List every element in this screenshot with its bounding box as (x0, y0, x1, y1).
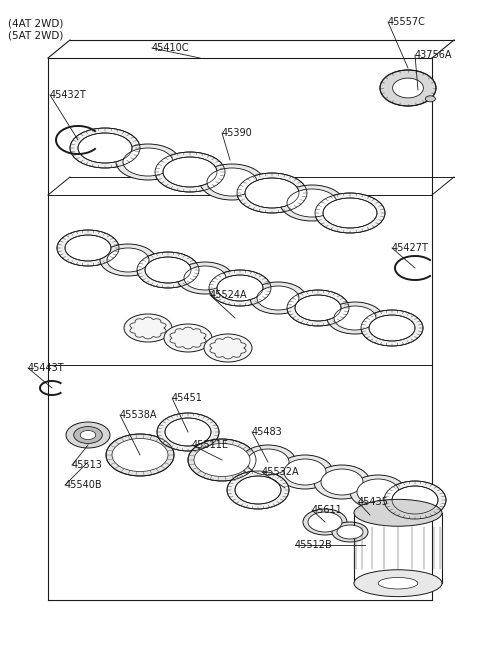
Text: 45451: 45451 (172, 393, 203, 403)
Ellipse shape (165, 418, 211, 446)
Ellipse shape (332, 522, 368, 542)
Ellipse shape (350, 475, 406, 509)
Ellipse shape (145, 257, 191, 283)
Ellipse shape (250, 282, 306, 314)
Text: 45512B: 45512B (295, 540, 333, 550)
Ellipse shape (164, 324, 212, 352)
Ellipse shape (204, 334, 252, 362)
Ellipse shape (123, 148, 173, 176)
Text: 45611: 45611 (312, 505, 343, 515)
Ellipse shape (157, 413, 219, 451)
Text: 45513: 45513 (72, 460, 103, 470)
Ellipse shape (354, 570, 442, 597)
Ellipse shape (57, 230, 119, 266)
Text: 45390: 45390 (222, 128, 253, 138)
Text: 43756A: 43756A (415, 50, 453, 60)
Ellipse shape (116, 144, 180, 180)
Ellipse shape (184, 266, 226, 290)
Text: (5AT 2WD): (5AT 2WD) (8, 30, 63, 40)
Text: 45483: 45483 (252, 427, 283, 437)
Ellipse shape (327, 302, 383, 334)
Ellipse shape (194, 443, 250, 476)
Ellipse shape (284, 459, 326, 485)
Ellipse shape (70, 128, 140, 168)
Text: 45557C: 45557C (388, 17, 426, 27)
Ellipse shape (245, 178, 299, 208)
Ellipse shape (100, 244, 156, 276)
Ellipse shape (393, 78, 423, 98)
Ellipse shape (137, 252, 199, 288)
Text: 45427T: 45427T (392, 243, 429, 253)
Text: 45435: 45435 (358, 497, 389, 507)
Ellipse shape (235, 476, 281, 504)
Ellipse shape (361, 310, 423, 346)
Ellipse shape (240, 445, 296, 479)
Ellipse shape (112, 438, 168, 472)
Ellipse shape (78, 133, 132, 163)
Ellipse shape (354, 499, 442, 526)
Ellipse shape (247, 449, 289, 475)
Text: (4AT 2WD): (4AT 2WD) (8, 18, 63, 28)
Text: 45540B: 45540B (65, 480, 103, 490)
Ellipse shape (425, 96, 435, 102)
Ellipse shape (369, 315, 415, 341)
Ellipse shape (207, 168, 257, 196)
Ellipse shape (257, 286, 299, 310)
Text: 45432T: 45432T (50, 90, 87, 100)
Ellipse shape (384, 481, 446, 519)
Ellipse shape (287, 189, 337, 217)
Ellipse shape (323, 198, 377, 228)
Ellipse shape (66, 422, 110, 448)
Ellipse shape (321, 469, 363, 495)
Ellipse shape (107, 248, 149, 272)
Ellipse shape (177, 262, 233, 294)
Ellipse shape (155, 152, 225, 192)
Ellipse shape (280, 185, 344, 221)
Text: 45538A: 45538A (120, 410, 157, 420)
Ellipse shape (188, 439, 256, 481)
Ellipse shape (200, 164, 264, 200)
Text: 45532A: 45532A (262, 467, 300, 477)
Ellipse shape (295, 295, 341, 321)
Ellipse shape (287, 290, 349, 326)
Ellipse shape (378, 577, 418, 589)
Ellipse shape (314, 465, 370, 499)
Ellipse shape (392, 486, 438, 514)
Ellipse shape (217, 275, 263, 301)
Text: 45443T: 45443T (28, 363, 65, 373)
Ellipse shape (106, 434, 174, 476)
Ellipse shape (334, 306, 376, 330)
Ellipse shape (315, 193, 385, 233)
Ellipse shape (227, 471, 289, 509)
Ellipse shape (303, 509, 347, 535)
Ellipse shape (65, 235, 111, 261)
Ellipse shape (74, 426, 102, 443)
Ellipse shape (80, 430, 96, 440)
Ellipse shape (357, 479, 399, 505)
Ellipse shape (209, 270, 271, 306)
Ellipse shape (163, 157, 217, 187)
Ellipse shape (337, 525, 363, 539)
Ellipse shape (124, 314, 172, 342)
Ellipse shape (380, 70, 436, 106)
Text: 45511E: 45511E (192, 440, 229, 450)
Text: 45410C: 45410C (152, 43, 190, 53)
Ellipse shape (237, 173, 307, 213)
Ellipse shape (277, 455, 333, 489)
Text: 45524A: 45524A (210, 290, 248, 300)
Ellipse shape (308, 512, 342, 532)
